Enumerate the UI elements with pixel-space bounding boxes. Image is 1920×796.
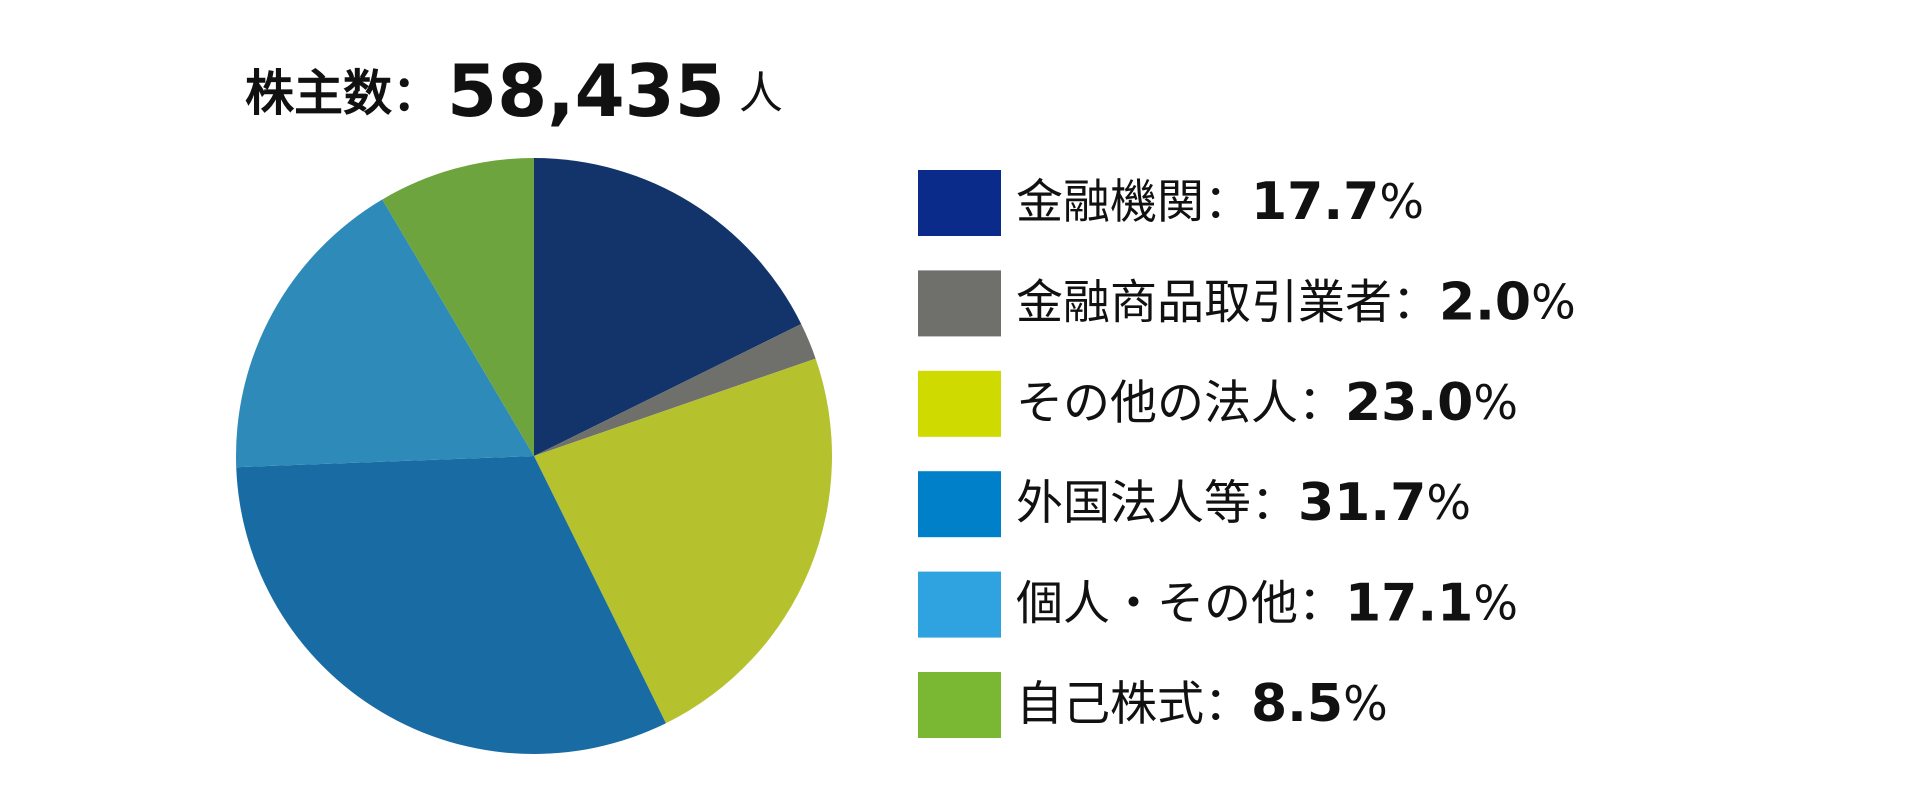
- legend-unit: %: [1473, 375, 1518, 430]
- legend-separator: ：: [1298, 576, 1345, 631]
- legend-separator: ：: [1251, 476, 1298, 531]
- legend-separator: ：: [1204, 175, 1251, 230]
- legend-label: 個人・その他：17.1%: [1016, 574, 1518, 634]
- legend-unit: %: [1473, 576, 1518, 631]
- legend-swatch: [918, 571, 1001, 638]
- legend-swatch: [918, 370, 1001, 437]
- legend-label: その他の法人：23.0%: [1016, 373, 1518, 433]
- pie-slice: [534, 158, 802, 456]
- legend-name: 金融機関: [1016, 175, 1204, 230]
- legend-swatch: [918, 471, 1001, 538]
- pie-slice: [236, 456, 666, 755]
- legend-label: 金融商品取引業者：2.0%: [1016, 272, 1576, 332]
- chart-title: 株主数：58,435 人: [245, 49, 783, 133]
- legend-value: 31.7: [1298, 473, 1426, 533]
- legend-name: 外国法人等: [1016, 476, 1251, 531]
- legend-separator: ：: [1298, 375, 1345, 430]
- title-unit: 人: [739, 68, 783, 119]
- legend-swatch: [918, 672, 1001, 738]
- legend-value: 2.0: [1439, 272, 1531, 332]
- legend-label: 金融機関：17.7%: [1016, 172, 1424, 232]
- pie-slice: [534, 358, 832, 724]
- legend-value: 17.7: [1251, 172, 1379, 232]
- legend-name: 金融商品取引業者: [1016, 275, 1392, 330]
- legend-label: 外国法人等：31.7%: [1016, 473, 1471, 533]
- legend-name: 自己株式: [1016, 677, 1204, 732]
- legend-value: 8.5: [1251, 674, 1343, 734]
- pie-slice: [534, 324, 816, 456]
- pie-slice: [235, 199, 534, 468]
- legend-swatch: [918, 270, 1001, 337]
- legend-swatch: [918, 170, 1001, 236]
- legend-separator: ：: [1392, 275, 1439, 330]
- legend-value: 23.0: [1345, 373, 1473, 433]
- title-label: 株主数：: [245, 65, 441, 122]
- legend-unit: %: [1379, 175, 1424, 230]
- legend-value: 17.1: [1345, 574, 1473, 634]
- legend-label: 自己株式：8.5%: [1016, 674, 1388, 734]
- pie-slice: [382, 158, 534, 456]
- legend-unit: %: [1426, 476, 1471, 531]
- legend-unit: %: [1531, 275, 1576, 330]
- legend-name: 個人・その他: [1016, 576, 1298, 631]
- title-count: 58,435: [447, 49, 725, 133]
- legend-separator: ：: [1204, 677, 1251, 732]
- legend-unit: %: [1343, 677, 1388, 732]
- legend-name: その他の法人: [1016, 375, 1298, 430]
